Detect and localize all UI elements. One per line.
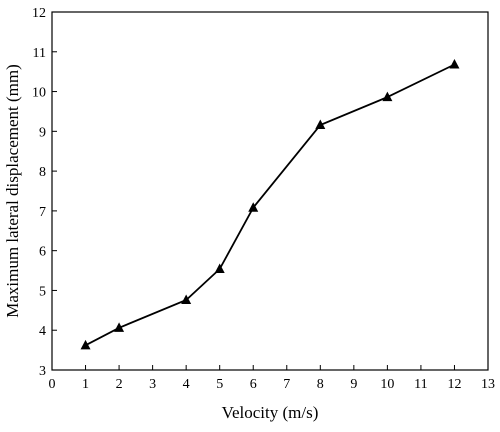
data-point-marker bbox=[80, 339, 91, 350]
x-tick-label: 11 bbox=[414, 377, 427, 392]
x-tick-label: 8 bbox=[317, 377, 324, 392]
x-tick-label: 0 bbox=[49, 377, 56, 392]
x-tick-label: 3 bbox=[149, 377, 156, 392]
x-tick-label: 4 bbox=[183, 377, 190, 392]
y-tick-label: 5 bbox=[39, 284, 46, 299]
y-tick-label: 6 bbox=[39, 245, 46, 260]
plot-frame bbox=[51, 11, 489, 371]
y-tick-label: 9 bbox=[39, 125, 46, 140]
x-tick-label: 7 bbox=[283, 377, 290, 392]
data-point-marker bbox=[181, 294, 192, 304]
y-tick-label: 3 bbox=[39, 364, 46, 379]
data-point-marker bbox=[114, 322, 125, 332]
x-axis-title: Velocity (m/s) bbox=[222, 403, 319, 422]
y-tick-label: 12 bbox=[32, 6, 46, 21]
y-tick-label: 7 bbox=[39, 205, 46, 220]
y-axis-title: Maximum lateral displacement (mm) bbox=[3, 64, 22, 318]
y-tick-label: 10 bbox=[32, 86, 46, 101]
x-tick-label: 1 bbox=[82, 377, 89, 392]
data-point-marker bbox=[449, 59, 460, 69]
x-tick-label: 13 bbox=[481, 377, 495, 392]
x-tick-label: 9 bbox=[350, 377, 357, 392]
y-tick-label: 4 bbox=[39, 324, 46, 339]
data-point-marker bbox=[382, 91, 393, 102]
x-tick-label: 5 bbox=[216, 377, 223, 392]
series-line bbox=[85, 63, 455, 347]
x-tick-label: 6 bbox=[250, 377, 257, 392]
data-point-marker bbox=[248, 202, 259, 212]
data-point-marker bbox=[315, 119, 326, 129]
data-point-marker bbox=[214, 263, 225, 273]
x-tick-label: 12 bbox=[447, 377, 461, 392]
y-tick-label: 8 bbox=[39, 165, 46, 180]
x-axis: 0 1 2 3 4 5 6 7 8 9 10 11 12 13 bbox=[49, 365, 495, 392]
x-tick-label: 2 bbox=[116, 377, 123, 392]
y-tick-label: 11 bbox=[33, 46, 46, 61]
y-axis: 3 4 5 6 7 8 9 10 11 12 bbox=[32, 6, 57, 379]
x-tick-label: 10 bbox=[380, 377, 394, 392]
series-layer bbox=[80, 59, 460, 350]
